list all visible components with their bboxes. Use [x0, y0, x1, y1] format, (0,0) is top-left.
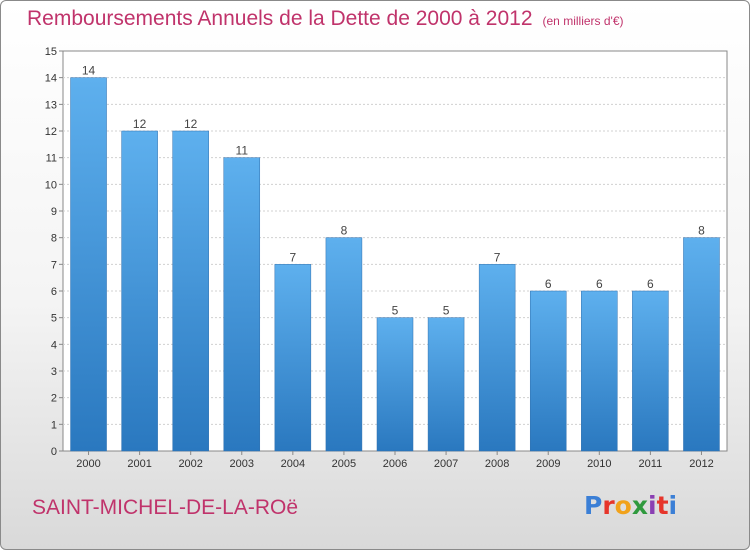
data-label-2011: 6 [647, 277, 654, 291]
y-tick-label: 0 [51, 446, 57, 458]
data-label-2000: 14 [82, 64, 96, 78]
x-tick-label-2003: 2003 [230, 458, 254, 470]
bar-2000 [70, 77, 107, 452]
proxiti-logo: Proxiti [584, 491, 677, 520]
y-tick-label: 14 [45, 73, 57, 85]
y-tick-label: 5 [51, 313, 57, 325]
chart-title-text: Remboursements Annuels de la Dette de 20… [27, 7, 533, 30]
x-tick-label-2007: 2007 [434, 458, 458, 470]
y-tick-label: 8 [51, 233, 57, 245]
x-tick-label-2010: 2010 [587, 458, 611, 470]
data-label-2008: 7 [494, 250, 501, 264]
data-label-2001: 12 [133, 117, 147, 131]
y-tick-label: 4 [51, 339, 57, 351]
bar-2011 [632, 290, 669, 452]
y-tick-label: 7 [51, 259, 57, 271]
data-label-2004: 7 [290, 250, 297, 264]
data-label-2006: 5 [392, 304, 399, 318]
data-label-2003: 11 [236, 144, 249, 158]
x-tick-label-2004: 2004 [281, 458, 305, 470]
data-label-2009: 6 [545, 277, 552, 291]
bar-2001 [121, 130, 158, 452]
bar-2009 [529, 290, 567, 452]
y-tick-label: 10 [45, 179, 57, 191]
y-tick-label: 9 [51, 206, 57, 218]
bars [70, 77, 720, 452]
bar-2008 [478, 264, 516, 452]
data-labels: 14 12 12 11 7 8 5 5 7 6 6 6 8 [82, 64, 705, 318]
y-tick-label: 11 [46, 153, 57, 165]
data-label-2010: 6 [596, 277, 603, 291]
x-tick-label-2005: 2005 [332, 458, 356, 470]
bar-2010 [581, 290, 618, 452]
logo-letter: t [656, 491, 669, 520]
x-tick-label-2001: 2001 [127, 458, 151, 470]
commune-name: SAINT-MICHEL-DE-LA-ROë [32, 496, 299, 519]
bar-2004 [274, 264, 312, 452]
y-tick-label: 1 [51, 419, 57, 431]
chart-title: Remboursements Annuels de la Dette de 20… [27, 7, 624, 31]
x-tick-label-2011: 2011 [639, 458, 663, 470]
x-tick-label-2002: 2002 [178, 458, 202, 470]
x-tick-label-2012: 2012 [689, 458, 713, 470]
bar-2003 [223, 157, 261, 452]
logo-letter: P [584, 491, 603, 520]
y-tick-label: 12 [45, 126, 57, 138]
chart-unit: (en milliers d'€) [542, 14, 624, 28]
bar-2007 [427, 317, 465, 452]
x-axis-ticks: 2000 2001 2002 2003 2004 2005 2006 2007 2008 2009… [76, 451, 714, 470]
x-tick-label-2000: 2000 [76, 458, 100, 470]
logo-letter: o [614, 491, 632, 520]
bar-2002 [172, 130, 209, 452]
y-tick-label: 2 [51, 393, 57, 405]
bar-2012 [683, 237, 720, 452]
logo-letter: x [631, 491, 648, 520]
x-tick-label-2008: 2008 [485, 458, 509, 470]
logo-letter: r [602, 491, 615, 520]
y-tick-label: 13 [45, 99, 57, 111]
bar-2006 [376, 317, 414, 452]
logo-letter: i [668, 491, 678, 520]
logo-letter: i [648, 491, 657, 520]
data-label-2005: 8 [341, 224, 348, 238]
data-label-2012: 8 [698, 224, 705, 238]
y-tick-label: 15 [45, 46, 57, 58]
y-tick-label: 3 [51, 366, 57, 378]
y-tick-label: 6 [51, 286, 57, 298]
x-tick-label-2006: 2006 [383, 458, 407, 470]
x-tick-label-2009: 2009 [536, 458, 560, 470]
data-label-2002: 12 [184, 117, 198, 131]
data-label-2007: 5 [443, 304, 450, 318]
bar-2005 [325, 237, 363, 452]
